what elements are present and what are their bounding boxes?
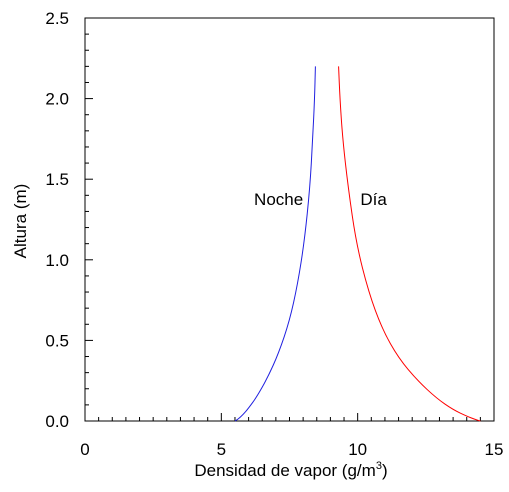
y-axis-title: Altura (m) bbox=[11, 184, 30, 259]
y-tick-label: 1.0 bbox=[45, 251, 69, 270]
x-axis-title-suffix: ) bbox=[382, 461, 388, 480]
x-axis: 0 5 10 15 bbox=[80, 413, 503, 459]
plot-frame bbox=[84, 17, 495, 422]
y-tick-label: 1.5 bbox=[45, 170, 69, 189]
annotation-layer: Noche Día bbox=[254, 190, 387, 209]
x-tick-label: 10 bbox=[348, 440, 367, 459]
y-tick-label: 2.5 bbox=[45, 9, 69, 28]
y-tick-label: 2.0 bbox=[45, 90, 69, 109]
series-line-día bbox=[338, 66, 481, 422]
series-label: Día bbox=[360, 190, 387, 209]
x-tick-label: 0 bbox=[80, 440, 89, 459]
y-tick-label: 0.5 bbox=[45, 331, 69, 350]
x-tick-label: 15 bbox=[485, 440, 504, 459]
x-axis-title-superscript: 3 bbox=[376, 460, 382, 472]
series-line-noche bbox=[234, 66, 316, 422]
x-axis-title: Densidad de vapor (g/m3) bbox=[194, 460, 387, 480]
plot-border bbox=[84, 17, 495, 422]
y-tick-label: 0.0 bbox=[45, 412, 69, 431]
x-tick-label: 5 bbox=[217, 440, 226, 459]
series-layer bbox=[234, 66, 481, 422]
series-label: Noche bbox=[254, 190, 303, 209]
y-axis: 0.0 0.5 1.0 1.5 2.0 2.5 bbox=[45, 9, 93, 431]
